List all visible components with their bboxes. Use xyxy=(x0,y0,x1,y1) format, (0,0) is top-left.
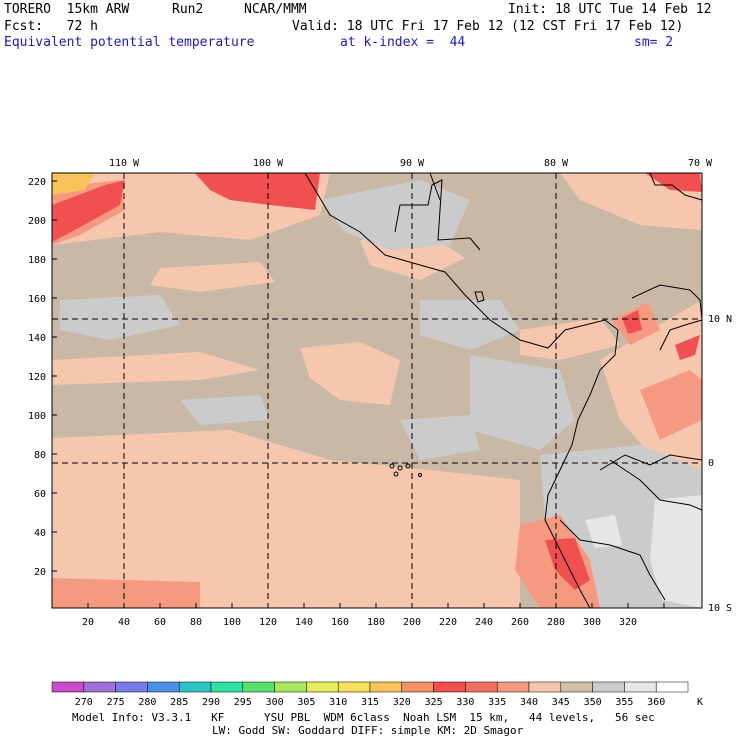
y-tick-label: 220 xyxy=(28,177,46,188)
lat-label-10n: 10 N xyxy=(708,314,732,325)
level-label: at k-index = 44 xyxy=(340,35,466,50)
x-tick-label: 80 xyxy=(190,617,202,628)
colorbar-label: 275 xyxy=(107,697,125,708)
run-label: Run2 xyxy=(172,2,204,17)
x-tick-label: 260 xyxy=(511,617,529,628)
lon-label-70w: 70 W xyxy=(688,158,713,169)
colorbar-unit: K xyxy=(697,697,703,708)
forecast-hour: Fcst: 72 h xyxy=(4,19,98,34)
colorbar-label: 295 xyxy=(234,697,252,708)
colorbar: 270 275 280 285 290 295 300 305 310 315 320 325 330 3… xyxy=(51,681,703,708)
colorbar-label: 305 xyxy=(297,697,315,708)
colorbar-swatch xyxy=(528,681,562,693)
colorbar-swatch xyxy=(337,681,371,693)
colorbar-swatch xyxy=(465,681,498,693)
y-tick-label: 60 xyxy=(34,489,46,500)
x-tick-label: 240 xyxy=(475,617,493,628)
x-tick-label: 280 xyxy=(547,617,565,628)
map-frame xyxy=(51,172,703,609)
colorbar-label: 315 xyxy=(361,697,379,708)
physics-info-line: LW: Godd SW: Goddard DIFF: simple KM: 2D… xyxy=(212,724,524,737)
y-tick-label: 120 xyxy=(28,372,46,383)
colorbar-swatch xyxy=(178,681,212,693)
lat-label-10s: 10 S xyxy=(708,603,732,614)
y-tick-label: 40 xyxy=(34,528,46,539)
colorbar-label: 300 xyxy=(266,697,284,708)
colorbar-swatch xyxy=(51,681,85,693)
colorbar-label: 285 xyxy=(170,697,188,708)
colorbar-swatch xyxy=(83,681,116,693)
x-tick-label: 220 xyxy=(439,617,457,628)
x-tick-label: 120 xyxy=(259,617,277,628)
x-tick-label: 160 xyxy=(331,617,349,628)
x-tick-label: 140 xyxy=(295,617,313,628)
colorbar-swatch xyxy=(369,681,403,693)
coastlines xyxy=(304,172,703,609)
colorbar-label: 355 xyxy=(615,697,633,708)
y-tick-label: 80 xyxy=(34,450,46,461)
colorbar-swatch xyxy=(433,681,466,693)
y-tick-label: 140 xyxy=(28,333,46,344)
lon-label-110w: 110 W xyxy=(109,158,140,169)
colorbar-label: 350 xyxy=(584,697,602,708)
colorbar-swatch xyxy=(115,681,148,693)
shading-320 xyxy=(52,173,95,195)
colorbar-label: 320 xyxy=(393,697,411,708)
shading-355 xyxy=(585,495,702,608)
x-tick-label: 20 xyxy=(82,617,94,628)
colorbar-label: 290 xyxy=(202,697,220,708)
lat-label-0: 0 xyxy=(708,458,714,469)
colorbar-swatch xyxy=(560,681,593,693)
model-name: TORERO 15km ARW xyxy=(4,2,130,17)
frame-ticks xyxy=(52,180,665,608)
smoothing-label: sm= 2 xyxy=(634,35,674,50)
lon-label-100w: 100 W xyxy=(253,158,284,169)
lon-label-90w: 90 W xyxy=(400,158,425,169)
colorbar-label: 340 xyxy=(520,697,538,708)
colorbar-swatch xyxy=(242,681,275,693)
y-tick-label: 200 xyxy=(28,216,46,227)
colorbar-label: 310 xyxy=(329,697,347,708)
colorbar-label: 335 xyxy=(488,697,506,708)
x-tick-label: 100 xyxy=(223,617,241,628)
colorbar-label: 325 xyxy=(425,697,443,708)
y-tick-label: 180 xyxy=(28,255,46,266)
y-tick-label: 20 xyxy=(34,567,46,578)
colorbar-swatch xyxy=(592,681,625,693)
colorbar-swatch xyxy=(655,681,689,693)
lat-lon-grid xyxy=(52,173,702,608)
colorbar-label: 360 xyxy=(647,697,665,708)
colorbar-label: 330 xyxy=(456,697,474,708)
y-tick-label: 160 xyxy=(28,294,46,305)
x-tick-label: 200 xyxy=(403,617,421,628)
colorbar-swatch xyxy=(274,681,307,693)
colorbar-labels xyxy=(0,694,740,708)
colorbar-swatch xyxy=(401,681,434,693)
model-info-line: Model Info: V3.3.1 KF YSU PBL WDM 6class… xyxy=(72,711,655,724)
lon-label-80w: 80 W xyxy=(544,158,569,169)
center-label: NCAR/MMM xyxy=(244,2,307,17)
x-tick-label: 60 xyxy=(154,617,166,628)
x-tick-label: 40 xyxy=(118,617,130,628)
colorbar-swatch xyxy=(147,681,180,693)
colorbar-swatch xyxy=(210,681,244,693)
colorbar-swatch xyxy=(496,681,530,693)
colorbar-label: 345 xyxy=(552,697,570,708)
colorbar-label: 270 xyxy=(75,697,93,708)
valid-time: Valid: 18 UTC Fri 17 Feb 12 (12 CST Fri … xyxy=(292,19,684,34)
field-name: Equivalent potential temperature xyxy=(4,35,255,50)
shading-330 xyxy=(52,173,702,590)
init-time: Init: 18 UTC Tue 14 Feb 12 xyxy=(508,2,712,17)
x-tick-label: 320 xyxy=(619,617,637,628)
x-tick-label: 180 xyxy=(367,617,385,628)
x-tick-label: 300 xyxy=(583,617,601,628)
colorbar-swatch xyxy=(624,681,657,693)
y-tick-label: 100 xyxy=(28,411,46,422)
colorbar-label: 280 xyxy=(138,697,156,708)
colorbar-swatch xyxy=(306,681,339,693)
